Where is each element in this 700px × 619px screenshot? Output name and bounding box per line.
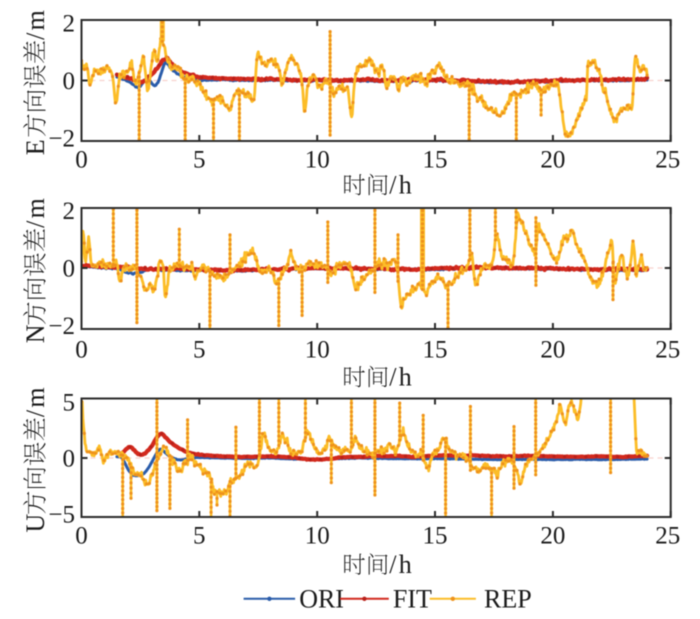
- svg-text:25: 25: [655, 337, 680, 364]
- svg-text:5: 5: [193, 147, 206, 174]
- svg-text:15: 15: [423, 523, 448, 550]
- svg-text:20: 20: [540, 523, 565, 550]
- svg-text:2: 2: [63, 11, 76, 38]
- svg-text:20: 20: [540, 147, 565, 174]
- svg-text:m: m: [21, 198, 50, 218]
- svg-text:0: 0: [63, 446, 76, 473]
- svg-text:h: h: [399, 363, 412, 392]
- svg-text:5: 5: [193, 337, 206, 364]
- svg-text:5: 5: [193, 523, 206, 550]
- svg-text:FIT: FIT: [393, 585, 432, 614]
- svg-text:m: m: [21, 10, 50, 30]
- svg-text:/: /: [21, 409, 50, 417]
- svg-text:/: /: [389, 171, 397, 200]
- svg-text:−2: −2: [48, 126, 75, 153]
- svg-text:2: 2: [63, 198, 76, 225]
- svg-text:10: 10: [305, 523, 330, 550]
- svg-text:5: 5: [63, 390, 76, 417]
- svg-text:25: 25: [655, 147, 680, 174]
- svg-text:15: 15: [423, 147, 448, 174]
- svg-text:/: /: [389, 550, 397, 579]
- svg-text:/: /: [21, 220, 50, 228]
- svg-text:/: /: [21, 32, 50, 40]
- svg-text:ORI: ORI: [299, 585, 344, 614]
- svg-text:0: 0: [75, 147, 88, 174]
- svg-text:h: h: [399, 171, 412, 200]
- svg-text:15: 15: [423, 337, 448, 364]
- svg-text:E: E: [21, 139, 50, 155]
- svg-text:REP: REP: [484, 585, 532, 614]
- svg-text:0: 0: [63, 256, 76, 283]
- svg-text:0: 0: [75, 523, 88, 550]
- svg-text:25: 25: [655, 523, 680, 550]
- svg-text:10: 10: [305, 147, 330, 174]
- svg-text:−5: −5: [48, 502, 75, 529]
- svg-text:10: 10: [305, 337, 330, 364]
- svg-text:20: 20: [540, 337, 565, 364]
- svg-text:m: m: [21, 387, 50, 407]
- svg-text:0: 0: [63, 68, 76, 95]
- svg-text:/: /: [389, 363, 397, 392]
- svg-text:N: N: [21, 324, 50, 343]
- svg-text:h: h: [399, 550, 412, 579]
- svg-text:−2: −2: [48, 313, 75, 340]
- svg-text:U: U: [21, 514, 50, 533]
- svg-text:0: 0: [75, 337, 88, 364]
